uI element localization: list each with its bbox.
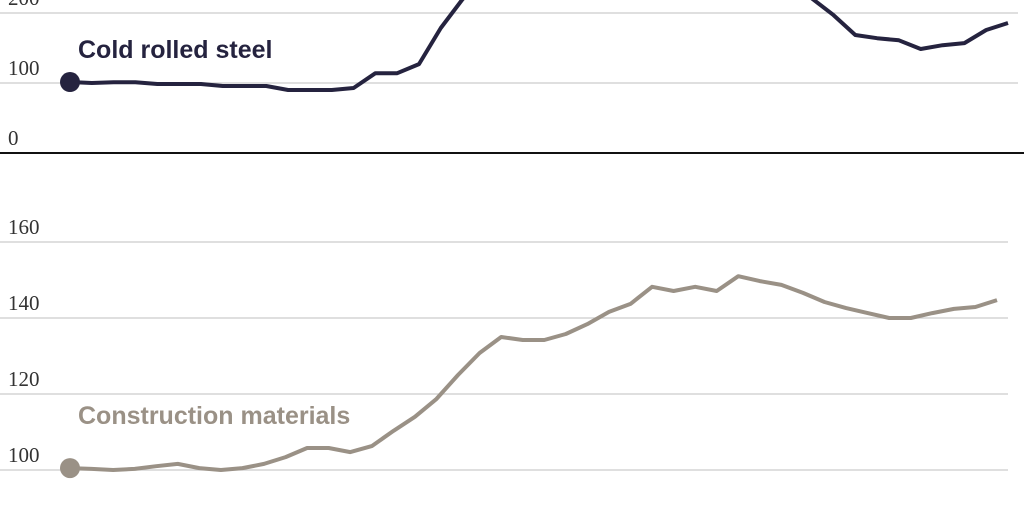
line [69, 274, 998, 472]
series-label: Construction materials [78, 402, 350, 430]
y-tick-label: 120 [8, 367, 40, 391]
y-tick-label: 200 [8, 0, 40, 10]
series-label: Cold rolled steel [78, 36, 272, 64]
line [69, 0, 1009, 92]
start-dot [60, 72, 80, 93]
y-tick-label: 0 [8, 126, 19, 150]
y-tick-label: 100 [8, 56, 40, 80]
start-dot [60, 458, 80, 479]
y-tick-label: 140 [8, 291, 40, 315]
y-tick-label: 100 [8, 443, 40, 467]
y-tick-label: 160 [8, 215, 40, 239]
